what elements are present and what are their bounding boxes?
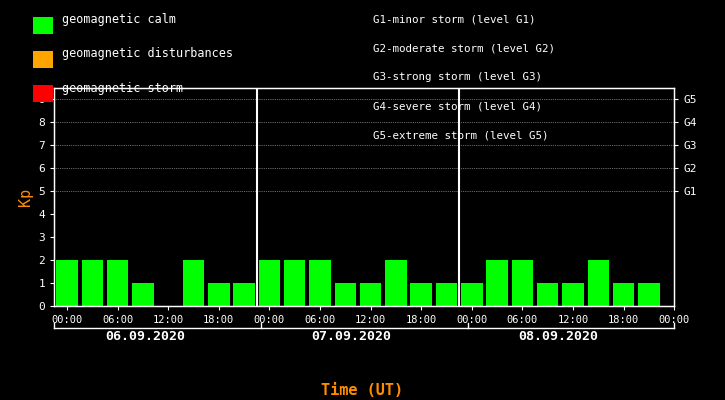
Bar [410, 283, 432, 306]
Bar [132, 283, 154, 306]
Text: G4-severe storm (level G4): G4-severe storm (level G4) [373, 102, 542, 112]
Bar [638, 283, 660, 306]
Text: geomagnetic storm: geomagnetic storm [62, 82, 183, 94]
Bar [334, 283, 356, 306]
Text: 08.09.2020: 08.09.2020 [518, 330, 598, 343]
Bar [563, 283, 584, 306]
Bar [587, 260, 609, 306]
Bar [57, 260, 78, 306]
Bar [461, 283, 483, 306]
Text: 07.09.2020: 07.09.2020 [312, 330, 392, 343]
Text: 06.09.2020: 06.09.2020 [105, 330, 185, 343]
Bar [360, 283, 381, 306]
Bar [107, 260, 128, 306]
Text: Time (UT): Time (UT) [321, 383, 404, 398]
Bar [183, 260, 204, 306]
Bar [486, 260, 508, 306]
Bar [233, 283, 255, 306]
Bar [512, 260, 533, 306]
Text: geomagnetic disturbances: geomagnetic disturbances [62, 48, 233, 60]
Text: geomagnetic calm: geomagnetic calm [62, 14, 175, 26]
Text: G3-strong storm (level G3): G3-strong storm (level G3) [373, 72, 542, 82]
Y-axis label: Kp: Kp [18, 188, 33, 206]
Bar [613, 283, 634, 306]
Bar [208, 283, 230, 306]
Text: G1-minor storm (level G1): G1-minor storm (level G1) [373, 14, 536, 24]
Bar [537, 283, 558, 306]
Bar [385, 260, 407, 306]
Bar [82, 260, 103, 306]
Bar [310, 260, 331, 306]
Text: G2-moderate storm (level G2): G2-moderate storm (level G2) [373, 43, 555, 53]
Bar [436, 283, 457, 306]
Bar [259, 260, 280, 306]
Bar [284, 260, 305, 306]
Text: G5-extreme storm (level G5): G5-extreme storm (level G5) [373, 131, 549, 141]
